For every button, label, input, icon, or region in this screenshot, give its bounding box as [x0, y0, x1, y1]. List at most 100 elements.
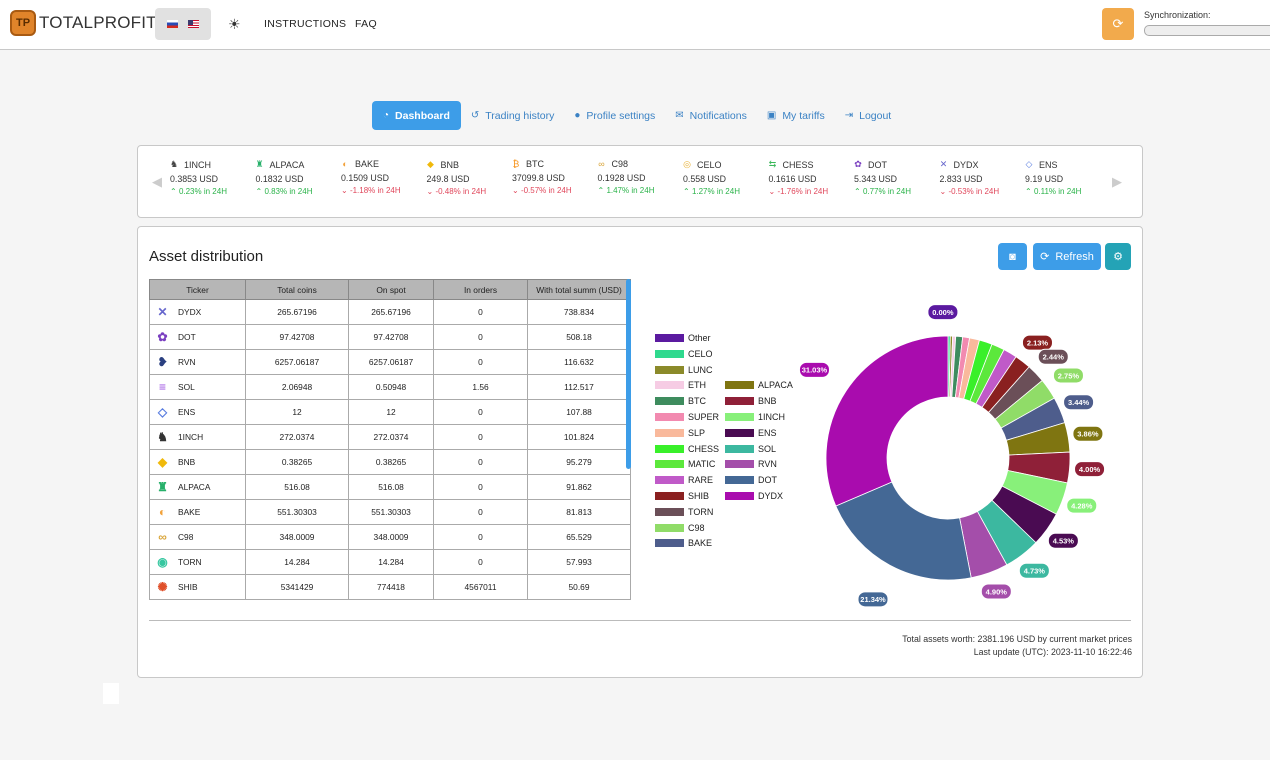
legend-swatch: [725, 428, 754, 437]
dot-coin-icon: ✿: [157, 330, 168, 344]
legend-swatch: [725, 413, 754, 421]
label-text: 2.75%: [1058, 371, 1080, 380]
legend-item[interactable]: RARE: [655, 475, 713, 485]
us-flag-icon[interactable]: [188, 20, 199, 28]
table-row: ❥ RVN 6257.06187 6257.06187 0 116.632: [149, 349, 631, 375]
ticker-symbol: SHIB: [178, 582, 198, 592]
column-header: On spot: [348, 279, 434, 300]
ticker-alpaca: ♜ ALPACA 0.1832 USD ⌃ 0.83% in 24H: [256, 159, 336, 196]
legend-item[interactable]: SLP: [655, 428, 705, 438]
legend-item[interactable]: MATIC: [655, 459, 715, 469]
slice-label-dot: 21.34%: [857, 591, 889, 608]
ticker-name: BAKE: [355, 159, 380, 169]
caret-up-icon: ⌃: [255, 187, 263, 196]
label-bubble: [1037, 348, 1069, 365]
slice-dot[interactable]: [835, 481, 972, 581]
theme-toggle-sun-icon[interactable]: ☀: [228, 16, 241, 32]
table-scrollbar[interactable]: [626, 279, 631, 469]
legend-swatch: [725, 460, 754, 469]
screenshot-button[interactable]: ◙: [998, 243, 1027, 270]
legend-label: TORN: [688, 506, 714, 517]
legend-item[interactable]: BTC: [655, 396, 706, 406]
ticker-change: 0.77% in 24H: [862, 187, 911, 196]
legend-item[interactable]: LUNC: [655, 365, 713, 375]
table-cell: 0: [433, 474, 528, 500]
ticker-bake: ◐ BAKE 0.1509 USD ⌄ -1.18% in 24H: [341, 159, 421, 195]
sync-button[interactable]: ⟳: [1102, 8, 1134, 40]
legend-label: Other: [688, 333, 711, 343]
table-cell: 14.284: [245, 549, 349, 575]
label-bubble: [927, 304, 959, 321]
carousel-prev-icon[interactable]: ◀: [152, 174, 162, 189]
nav-label: Notifications: [689, 109, 747, 122]
label-bubble: [857, 591, 889, 608]
nav-my-tariffs[interactable]: ▣ My tariffs: [757, 101, 835, 130]
legend-label: C98: [688, 522, 705, 533]
ticker-cell: ◆ BNB: [149, 449, 246, 475]
legend-item[interactable]: DOT: [725, 475, 777, 485]
nav-profile-settings[interactable]: ● Profile settings: [564, 101, 665, 130]
ticker-cell: ♞ 1INCH: [149, 424, 246, 450]
column-header: With total summ (USD): [527, 279, 631, 300]
legend-item[interactable]: TORN: [655, 507, 713, 517]
nav-trading-history[interactable]: ↺ Trading history: [461, 101, 564, 130]
caret-down-icon: ⌄: [341, 186, 348, 195]
legend-item[interactable]: DYDX: [725, 491, 783, 501]
label-text: 21.34%: [860, 595, 886, 604]
nav-dashboard[interactable]: ◔ Dashboard: [372, 101, 461, 130]
logo-text: TOTALPROFIT: [39, 13, 157, 32]
legend-item[interactable]: SUPER: [655, 412, 719, 422]
legend-swatch: [655, 381, 684, 390]
settings-button[interactable]: ⚙: [1105, 243, 1131, 270]
legend-label: LUNC: [688, 364, 713, 375]
legend-item[interactable]: ENS: [725, 428, 777, 438]
language-switcher[interactable]: [155, 8, 211, 40]
nav-logout[interactable]: ⇥ Logout: [835, 101, 902, 130]
legend-item[interactable]: C98: [655, 523, 705, 533]
table-cell: 0: [433, 524, 528, 550]
nav-label: Profile settings: [586, 109, 656, 122]
divider: [149, 620, 1131, 621]
ticker-symbol: 1INCH: [178, 432, 204, 442]
legend-item[interactable]: CELO: [655, 349, 713, 359]
dot-coin-icon: ✿: [854, 159, 862, 169]
dydx-coin-icon: ✕: [157, 305, 168, 319]
sync-icon: ⟳: [1112, 16, 1124, 31]
legend-item[interactable]: RVN: [725, 459, 777, 469]
legend-item[interactable]: CHESS: [655, 444, 719, 454]
legend-item[interactable]: SOL: [725, 444, 776, 454]
legend-item[interactable]: 1INCH: [725, 412, 785, 422]
logo[interactable]: TP TOTALPROFIT: [10, 10, 157, 36]
russian-flag-icon[interactable]: [167, 20, 178, 28]
carousel-next-icon[interactable]: ▶: [1112, 174, 1122, 189]
history-icon: ↺: [470, 110, 480, 121]
table-cell: 272.0374: [348, 424, 434, 450]
table-cell: 107.88: [527, 399, 631, 425]
legend-label: SOL: [758, 443, 777, 454]
ticker-change: -0.53% in 24H: [948, 187, 1000, 196]
legend-item[interactable]: Other: [655, 333, 711, 343]
faq-link[interactable]: FAQ: [355, 18, 377, 30]
label-bubble: [1063, 394, 1095, 411]
slice-label-rvn: 4.90%: [980, 583, 1012, 600]
table-cell: 508.18: [527, 324, 631, 350]
legend-item[interactable]: BAKE: [655, 538, 712, 548]
caret-up-icon: ⌃: [1025, 187, 1032, 196]
table-cell: 774418: [348, 574, 434, 600]
instructions-link[interactable]: INSTRUCTIONS: [264, 18, 347, 30]
money-icon: ▣: [766, 110, 777, 121]
label-bubble: [1072, 425, 1104, 442]
nav-notifications[interactable]: ✉ Notifications: [665, 101, 757, 130]
rvn-coin-icon: ❥: [157, 355, 168, 369]
table-cell: 97.42708: [245, 324, 349, 350]
slice-dydx[interactable]: [825, 335, 949, 507]
refresh-button[interactable]: ⟳ Refresh: [1033, 243, 1101, 270]
legend-swatch: [725, 381, 754, 390]
legend-item[interactable]: BNB: [725, 396, 777, 406]
legend-swatch: [725, 397, 754, 406]
table-cell: 516.08: [245, 474, 349, 500]
legend-item[interactable]: SHIB: [655, 491, 709, 501]
ticker-name: 1INCH: [184, 159, 212, 170]
legend-item[interactable]: ETH: [655, 380, 706, 390]
legend-item[interactable]: ALPACA: [725, 380, 793, 390]
